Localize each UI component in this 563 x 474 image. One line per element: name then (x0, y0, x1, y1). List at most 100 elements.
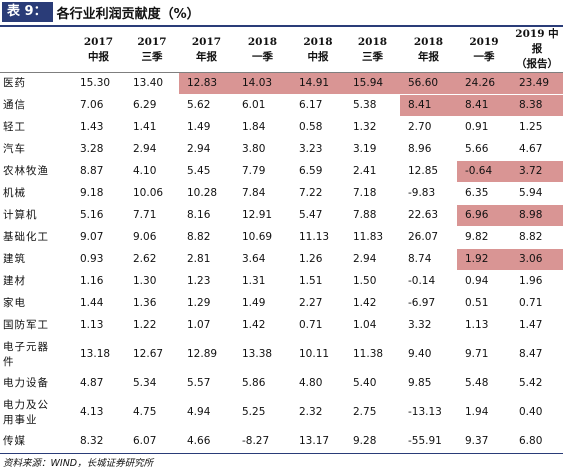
value-cell: 9.28 (345, 430, 400, 453)
table-row: 汽车 3.28 2.94 2.94 3.80 3.23 3.19 8.96 5.66 4.67 (0, 138, 563, 161)
value-cell: 0.51 (457, 292, 511, 315)
industry-name: 轻工 (0, 116, 72, 139)
value-cell: 8.74 (400, 248, 457, 271)
value-cell: 1.43 (72, 116, 125, 139)
value-cell: 1.25 (511, 116, 563, 139)
value-cell: 2.41 (345, 160, 400, 183)
table-number-label: 表 9： (2, 2, 53, 22)
value-cell: 1.96 (511, 270, 563, 293)
value-cell: 8.47 (511, 336, 563, 373)
value-cell: 5.40 (345, 372, 400, 395)
value-cell: 4.94 (179, 394, 234, 431)
highlighted-value-cell: 14.03 (234, 72, 291, 95)
industry-name: 计算机 (0, 204, 72, 227)
value-cell: -0.14 (400, 270, 457, 293)
header-industry-cell (0, 27, 72, 73)
table-row: 电子元器件 13.18 12.67 12.89 13.38 10.11 11.38 9.40 9… (0, 336, 563, 373)
value-cell: 5.34 (125, 372, 179, 395)
industry-name: 电力设备 (0, 372, 72, 395)
table-bottom-rule (0, 453, 563, 454)
value-cell: 0.71 (291, 314, 345, 337)
value-cell: 1.84 (234, 116, 291, 139)
value-cell: 1.13 (457, 314, 511, 337)
value-cell: 8.82 (179, 226, 234, 249)
highlighted-value-cell: -0.64 (457, 160, 511, 183)
value-cell: 1.32 (345, 116, 400, 139)
value-cell: 6.17 (291, 94, 345, 117)
value-cell: 1.42 (234, 314, 291, 337)
value-cell: 1.41 (125, 116, 179, 139)
value-cell: 0.94 (457, 270, 511, 293)
value-cell: 7.18 (345, 182, 400, 205)
value-cell: 0.93 (72, 248, 125, 271)
value-cell: 13.40 (125, 72, 179, 95)
value-cell: 9.85 (400, 372, 457, 395)
value-cell: 13.17 (291, 430, 345, 453)
value-cell: 1.07 (179, 314, 234, 337)
value-cell: 6.35 (457, 182, 511, 205)
value-cell: 9.06 (125, 226, 179, 249)
value-cell: -55.91 (400, 430, 457, 453)
column-header-period: 一季 (473, 50, 495, 63)
value-cell: 1.49 (234, 292, 291, 315)
highlighted-value-cell: 1.92 (457, 248, 511, 271)
column-header: 2018 中报 (291, 27, 345, 73)
industry-name: 电力及公 用事业 (0, 394, 72, 431)
table-title-bar: 表 9： 各行业利润贡献度（%） (0, 0, 563, 24)
value-cell: 10.06 (125, 182, 179, 205)
value-cell: 8.87 (72, 160, 125, 183)
highlighted-value-cell: 6.96 (457, 204, 511, 227)
value-cell: 0.58 (291, 116, 345, 139)
value-cell: 4.80 (291, 372, 345, 395)
value-cell: 7.88 (345, 204, 400, 227)
value-cell: 5.62 (179, 94, 234, 117)
value-cell: 9.07 (72, 226, 125, 249)
column-header-year: 2017 (191, 35, 222, 48)
value-cell: 22.63 (400, 204, 457, 227)
table-row: 医药 15.30 13.40 12.83 14.03 14.91 15.94 56.60 24.… (0, 72, 563, 95)
column-header-year: 2018 (357, 35, 388, 48)
highlighted-value-cell: 3.72 (511, 160, 563, 183)
value-cell: 5.66 (457, 138, 511, 161)
table-row: 轻工 1.43 1.41 1.49 1.84 0.58 1.32 2.70 0.91 1.25 (0, 116, 563, 139)
industry-name: 医药 (0, 72, 72, 95)
value-cell: 5.57 (179, 372, 234, 395)
value-cell: 7.06 (72, 94, 125, 117)
column-header: 2019 中报 （报告） (511, 27, 563, 73)
highlighted-value-cell: 8.41 (400, 94, 457, 117)
value-cell: 1.47 (511, 314, 563, 337)
value-cell: 2.70 (400, 116, 457, 139)
industry-name: 国防军工 (0, 314, 72, 337)
highlighted-value-cell: 3.06 (511, 248, 563, 271)
value-cell: 1.31 (234, 270, 291, 293)
column-header-period: （报告） (516, 58, 558, 70)
value-cell: -6.97 (400, 292, 457, 315)
value-cell: -9.83 (400, 182, 457, 205)
value-cell: 3.28 (72, 138, 125, 161)
value-cell: 5.47 (291, 204, 345, 227)
table-title: 各行业利润贡献度（%） (56, 6, 200, 22)
value-cell: 5.86 (234, 372, 291, 395)
source-note: 资料来源：WIND，长城证券研究所 (3, 458, 154, 469)
value-cell: 10.69 (234, 226, 291, 249)
table-row: 电力及公 用事业 4.13 4.75 4.94 5.25 2.32 2.75 -13.13 1.9… (0, 394, 563, 431)
industry-name: 汽车 (0, 138, 72, 161)
value-cell: -8.27 (234, 430, 291, 453)
column-header-period: 年报 (196, 50, 217, 63)
value-cell: 0.91 (457, 116, 511, 139)
highlighted-value-cell: 8.98 (511, 204, 563, 227)
value-cell: 8.82 (511, 226, 563, 249)
value-cell: 2.94 (179, 138, 234, 161)
value-cell: 3.19 (345, 138, 400, 161)
value-cell: 5.48 (457, 372, 511, 395)
value-cell: 5.38 (345, 94, 400, 117)
table-row: 国防军工 1.13 1.22 1.07 1.42 0.71 1.04 3.32 1.13 1.47 (0, 314, 563, 337)
value-cell: 5.45 (179, 160, 234, 183)
industry-name: 机械 (0, 182, 72, 205)
header-row: 2017 中报 2017 三季 2017 年报 2018 一季 2018 中报 2018 三季 2018… (0, 27, 563, 73)
table-row: 通信 7.06 6.29 5.62 6.01 6.17 5.38 8.41 8.41 8.38 (0, 94, 563, 117)
column-header: 2018 三季 (345, 27, 400, 73)
value-cell: 15.30 (72, 72, 125, 95)
column-header: 2017 中报 (72, 27, 125, 73)
value-cell: 4.75 (125, 394, 179, 431)
